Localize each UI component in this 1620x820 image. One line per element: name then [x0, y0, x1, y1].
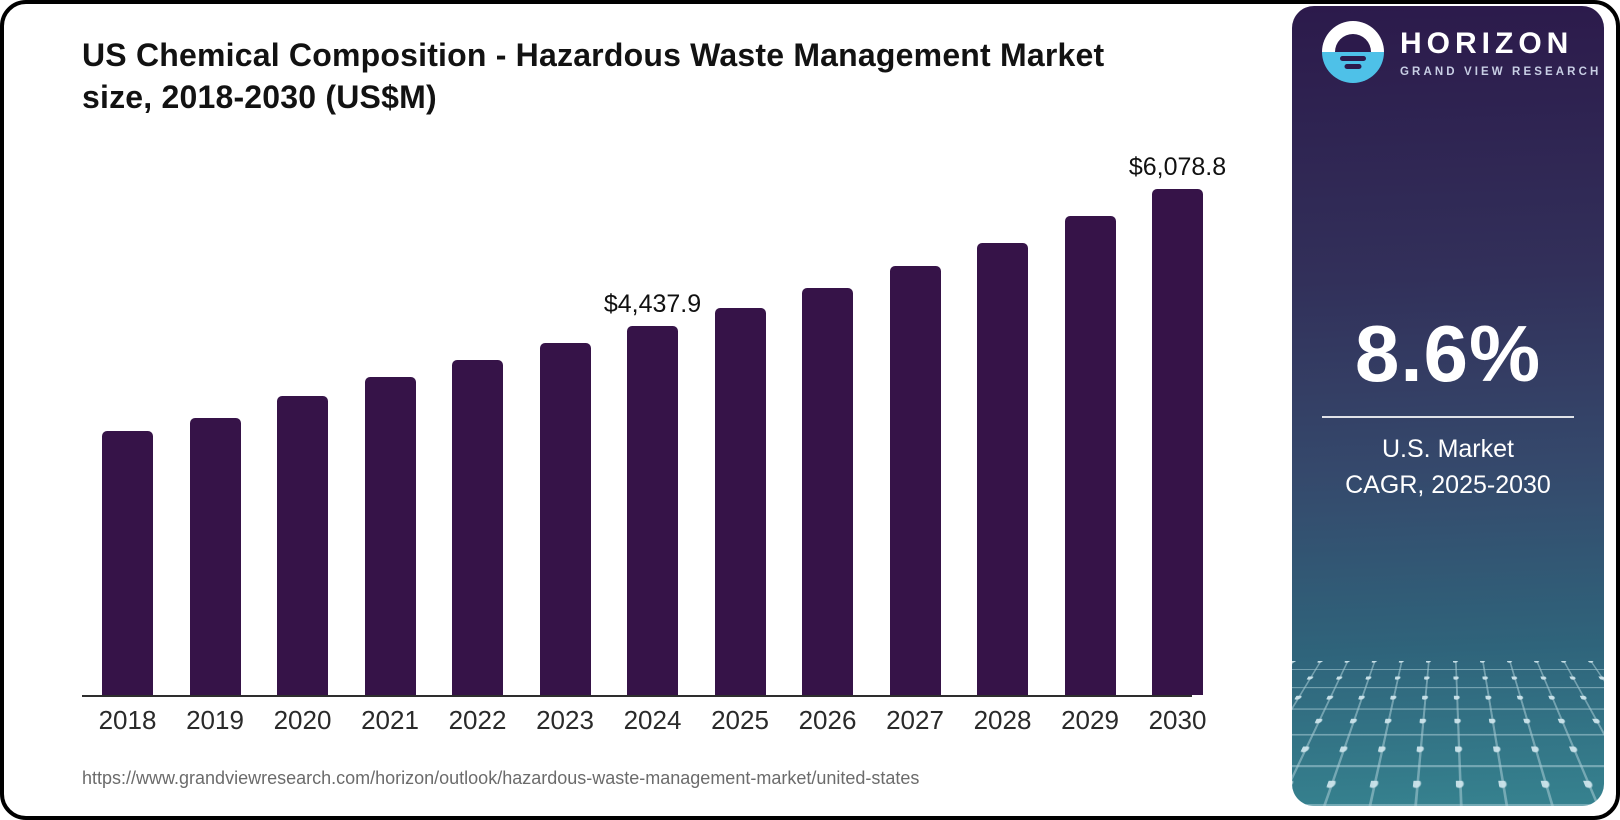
x-axis-line [82, 695, 1192, 697]
x-axis-label-2025: 2025 [711, 705, 769, 735]
bar-2023 [539, 343, 591, 695]
x-axis-label-2030: 2030 [1148, 705, 1207, 735]
x-axis-label-2022: 2022 [448, 705, 507, 735]
x-axis-label-2029: 2029 [1061, 705, 1119, 735]
bar-cell-2018 [102, 431, 153, 695]
x-axis-labels: 2018 2019 2020 2021 2022 2023 2024 2025 2026 2027… [98, 705, 1207, 736]
bar-cell-2024: $4,437.9 [604, 290, 701, 695]
brand-subtitle: GRAND VIEW RESEARCH [1400, 65, 1602, 78]
x-axis-label-2028: 2028 [973, 705, 1032, 735]
bar-2028 [977, 243, 1028, 695]
bar-2026 [802, 288, 853, 695]
bar-2030 [1152, 189, 1203, 695]
bar-2024 [627, 326, 678, 695]
bar-cell-2029 [1064, 216, 1116, 695]
bar-2027 [889, 266, 941, 695]
x-axis-label-2018: 2018 [98, 705, 157, 735]
x-axis-label-2027: 2027 [886, 705, 944, 735]
x-axis-label-2023: 2023 [536, 705, 594, 735]
x-axis-label-2024: 2024 [623, 705, 682, 735]
sun-reflection-line [1340, 56, 1366, 61]
divider [1322, 416, 1574, 418]
x-axis-label-2019: 2019 [186, 705, 244, 735]
brand-logo: HORIZON GRAND VIEW RESEARCH [1322, 21, 1601, 83]
bar-2025 [714, 308, 766, 695]
x-axis-label-2020: 2020 [273, 705, 332, 735]
cagr-label: U.S. Market CAGR, 2025-2030 [1292, 431, 1604, 503]
bar-cell-2027 [889, 266, 941, 695]
bar-cell-2030: $6,078.8 [1129, 153, 1226, 695]
cagr-stat: 8.6% U.S. Market CAGR, 2025-2030 [1292, 308, 1604, 503]
brand-text: HORIZON GRAND VIEW RESEARCH [1400, 27, 1601, 78]
cagr-label-line2: CAGR, 2025-2030 [1345, 471, 1551, 499]
bar-cell-2020 [277, 396, 328, 695]
bar-value-label-2024: $4,437.9 [603, 290, 702, 318]
bar-cell-2028 [977, 243, 1028, 695]
bar-cell-2021 [364, 377, 416, 695]
chart-title: US Chemical Composition - Hazardous Wast… [82, 37, 1105, 115]
x-axis-label-2026: 2026 [798, 705, 857, 735]
sun-reflection-line [1344, 64, 1362, 69]
bar-2022 [452, 360, 503, 695]
bar-cell-2019 [189, 418, 241, 695]
cagr-label-line1: U.S. Market [1382, 435, 1514, 463]
cagr-value: 8.6% [1354, 309, 1542, 398]
sun-dome-shape [1335, 34, 1371, 52]
bar-2021 [364, 377, 416, 695]
bar-2029 [1064, 216, 1116, 695]
brand-name: HORIZON [1400, 26, 1574, 60]
source-url: https://www.grandviewresearch.com/horizo… [82, 768, 920, 788]
horizon-sun-icon [1322, 21, 1384, 83]
bar-2018 [102, 431, 153, 695]
x-axis-label-2021: 2021 [361, 705, 419, 735]
bar-2020 [277, 396, 328, 695]
bar-cell-2022 [452, 360, 503, 695]
bar-chart: $4,437.9 $6,078.8 [102, 153, 1226, 695]
bar-cell-2025 [714, 308, 766, 695]
bar-2019 [189, 418, 241, 695]
bar-cell-2026 [802, 288, 853, 695]
bar-value-label-2030: $6,078.8 [1128, 153, 1227, 181]
bar-cell-2023 [539, 343, 591, 695]
brand-sidebar: HORIZON GRAND VIEW RESEARCH 8.6% U.S. Ma… [1292, 6, 1604, 806]
